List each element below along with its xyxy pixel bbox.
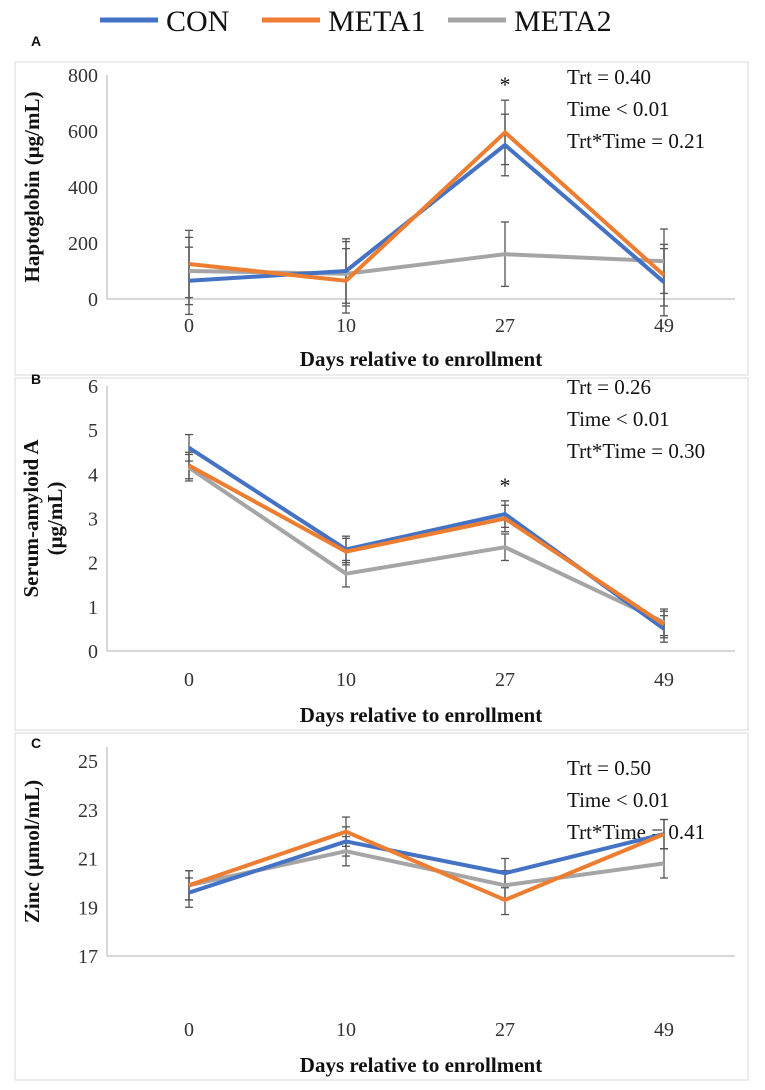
panel-a-x-tick-label: 49 (654, 315, 674, 337)
panel-b-y-axis-title-line1: Serum-amyloid A (19, 439, 43, 598)
panel-a-series-line-meta1 (188, 130, 666, 283)
panel-b-y-tick-label: 4 (88, 464, 98, 486)
panel-a-y-tick-label: 400 (68, 177, 98, 199)
panel-a-x-tick-label: 0 (184, 315, 194, 337)
panel-b-series-line-meta1 (188, 463, 666, 627)
panel-c-y-axis-title: Zinc (μmol/mL) (20, 780, 44, 923)
panel-a-y-axis-title: Haptoglobin (μg/mL) (20, 91, 44, 282)
panel-b-stat-3: Trt*Time = 0.30 (567, 439, 705, 463)
panel-b-y-axis-title-line2: (μg/mL) (43, 482, 67, 556)
panel-b-x-axis-title: Days relative to enrollment (300, 703, 542, 727)
panel-a-x-axis-title: Days relative to enrollment (300, 347, 542, 371)
panel-b-x-tick-label: 10 (336, 669, 356, 691)
panel-a-stat-3: Trt*Time = 0.21 (567, 129, 705, 153)
panel-c-x-tick-label: 27 (495, 1019, 515, 1041)
panel-a-significance-marker: * (500, 72, 511, 97)
panel-b-y-tick-label: 0 (88, 641, 98, 663)
panel-a-y-tick-label: 600 (68, 121, 98, 143)
panel-c-y-tick-label: 23 (78, 800, 98, 822)
panel-a-x-tick-label: 27 (495, 315, 515, 337)
panel-c-y-tick-label: 17 (78, 946, 98, 968)
panel-b-frame (14, 377, 749, 731)
panel-b-y-tick-label: 6 (88, 376, 98, 398)
panel-b-y-tick-label: 3 (88, 509, 98, 531)
panel-a-y-tick-label: 200 (68, 233, 98, 255)
panel-c-x-tick-label: 49 (654, 1019, 674, 1041)
panel-b-x-tick-label: 0 (184, 669, 194, 691)
panel-c-series-line-meta1 (188, 829, 665, 902)
panel-a-y-tick-label: 800 (68, 65, 98, 87)
panel-c-x-tick-label: 10 (336, 1019, 356, 1041)
panel-a-stat-2: Time < 0.01 (567, 97, 670, 121)
panel-c-y-tick-label: 21 (78, 849, 98, 871)
panel-c-y-tick-label: 25 (78, 751, 98, 773)
panel-c-stat-1: Trt = 0.50 (567, 756, 651, 780)
panel-b-x-tick-label: 49 (654, 669, 674, 691)
panel-c-x-axis-title: Days relative to enrollment (300, 1053, 542, 1077)
panel-b-y-tick-label: 2 (88, 553, 98, 575)
panel-c-x-tick-label: 0 (184, 1019, 194, 1041)
panel-b-series-line-meta2 (187, 466, 665, 625)
panel-b-significance-marker: * (500, 473, 511, 498)
legend-label-con: CON (166, 5, 229, 38)
panel-c-y-tick-label: 19 (78, 897, 98, 919)
panel-c-stat-2: Time < 0.01 (567, 788, 670, 812)
panel-a-x-tick-label: 10 (336, 315, 356, 337)
panel-b-series-line-con (187, 446, 666, 631)
panel-a-letter: A (31, 33, 41, 49)
panel-a-y-tick-label: 0 (88, 289, 98, 311)
panel-b-stat-2: Time < 0.01 (567, 407, 670, 431)
legend-label-meta1: META1 (328, 5, 426, 38)
panel-a-stat-1: Trt = 0.40 (567, 65, 651, 89)
panel-b-stat-1: Trt = 0.26 (567, 375, 651, 399)
panel-b-y-tick-label: 5 (88, 420, 98, 442)
panel-c-frame (14, 732, 749, 1081)
panel-b-y-tick-label: 1 (88, 597, 98, 619)
panel-c-series-line-con (188, 832, 665, 895)
legend-label-meta2: META2 (514, 5, 612, 38)
panel-c-letter: C (31, 735, 41, 751)
panel-b-letter: B (31, 371, 41, 387)
panel-a-frame (14, 61, 749, 376)
panel-b-x-tick-label: 27 (495, 669, 515, 691)
